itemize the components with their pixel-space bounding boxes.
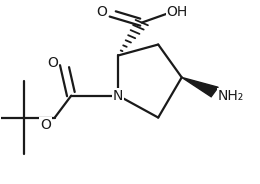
Text: N: N	[113, 89, 123, 103]
Text: O: O	[96, 5, 107, 19]
Text: OH: OH	[166, 5, 188, 19]
Text: O: O	[47, 56, 58, 70]
Polygon shape	[182, 77, 218, 97]
Text: O: O	[40, 118, 51, 132]
Text: NH₂: NH₂	[218, 89, 244, 103]
